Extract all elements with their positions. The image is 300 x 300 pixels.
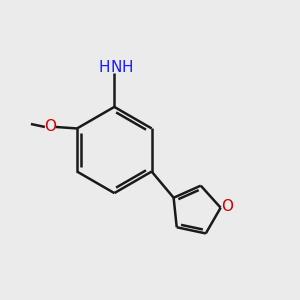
Text: H: H [99,60,110,75]
Text: O: O [44,119,56,134]
Text: methoxy: methoxy [26,122,32,123]
Text: H: H [122,60,134,75]
Text: O: O [221,199,233,214]
Text: N: N [110,60,122,75]
